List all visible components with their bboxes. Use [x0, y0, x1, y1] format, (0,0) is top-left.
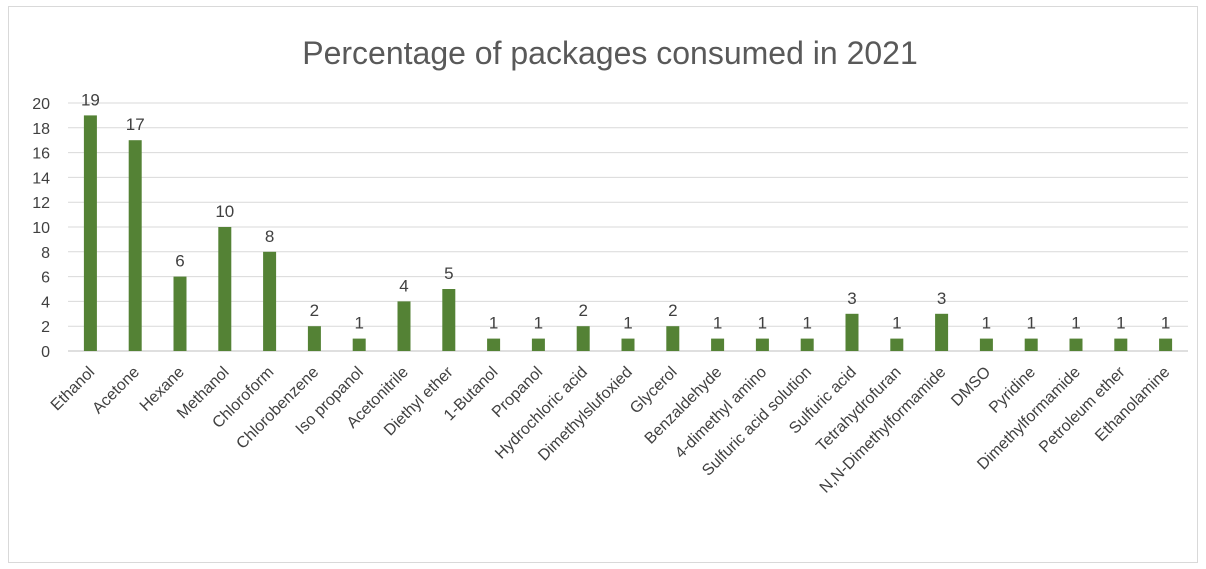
bar: [800, 338, 814, 351]
bar: [263, 251, 277, 351]
x-category-label: Benzaldehyde: [642, 364, 726, 448]
data-label: 1: [1161, 314, 1170, 333]
data-label: 3: [847, 289, 856, 308]
bar: [173, 276, 187, 351]
data-labels: 19 17 6 10 8 2 1 4 5 1 1 2 1 2 1 1 1 3 1 3 1 1 1 1 1: [81, 90, 1170, 332]
bar: [352, 338, 366, 351]
bar: [621, 338, 635, 351]
data-label: 10: [215, 202, 234, 221]
data-label: 1: [1026, 314, 1035, 333]
bar: [890, 338, 904, 351]
y-tick-label: 0: [41, 344, 50, 361]
y-axis-ticks: 0 2 4 6 8 10 12 14 16 18 20: [32, 96, 50, 361]
data-label: 1: [892, 314, 901, 333]
data-label: 1: [758, 314, 767, 333]
data-label: 2: [310, 301, 319, 320]
bar: [531, 338, 545, 351]
bar: [397, 301, 411, 351]
data-label: 8: [265, 227, 274, 246]
bar: [83, 115, 97, 352]
x-category-label: Acetone: [89, 364, 143, 418]
y-tick-label: 8: [41, 245, 50, 262]
data-label: 1: [354, 314, 363, 333]
bar: [1024, 338, 1038, 351]
y-tick-label: 20: [32, 96, 50, 113]
data-label: 4: [399, 276, 408, 295]
data-label: 1: [489, 314, 498, 333]
y-tick-label: 12: [32, 195, 50, 212]
y-tick-label: 16: [32, 146, 50, 163]
y-tick-label: 14: [32, 170, 50, 187]
bar: [218, 227, 232, 351]
bar: [307, 326, 321, 351]
bar: [1069, 338, 1083, 351]
bar: [711, 338, 725, 351]
chart-title: Percentage of packages consumed in 2021: [302, 35, 918, 71]
data-label: 1: [713, 314, 722, 333]
bar: [935, 313, 949, 351]
data-label: 2: [578, 301, 587, 320]
data-label: 1: [623, 314, 632, 333]
data-label: 1: [534, 314, 543, 333]
bar: [755, 338, 769, 351]
data-label: 1: [982, 314, 991, 333]
y-tick-label: 18: [32, 121, 50, 138]
x-category-label: Chlorobenzene: [233, 364, 322, 453]
bar: [1159, 338, 1173, 351]
gridlines: [68, 102, 1188, 327]
y-tick-label: 4: [41, 294, 50, 311]
x-axis-categories: EthanolAcetoneHexaneMethanolChloroformCh…: [48, 363, 1174, 496]
data-label: 1: [1071, 314, 1080, 333]
bar: [979, 338, 993, 351]
data-label: 17: [126, 115, 145, 134]
bar: [845, 313, 859, 351]
data-label: 1: [802, 314, 811, 333]
data-label: 5: [444, 264, 453, 283]
data-label: 1: [1116, 314, 1125, 333]
y-tick-label: 10: [32, 220, 50, 237]
y-tick-label: 2: [41, 319, 50, 336]
bar: [442, 289, 456, 351]
chart-frame: [8, 6, 1198, 563]
bar: [128, 140, 142, 351]
data-label: 19: [81, 90, 100, 109]
bar: [487, 338, 501, 351]
data-label: 2: [668, 301, 677, 320]
bar: [666, 326, 680, 351]
data-label: 3: [937, 289, 946, 308]
bar: [1114, 338, 1128, 351]
y-tick-label: 6: [41, 270, 50, 287]
bars: [83, 115, 1173, 352]
bar: [576, 326, 590, 351]
data-label: 6: [175, 252, 184, 271]
